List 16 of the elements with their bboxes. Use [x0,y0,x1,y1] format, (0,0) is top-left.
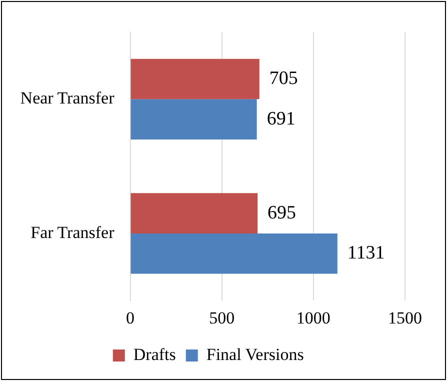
bar [130,193,258,234]
bar [130,58,260,100]
x-tick-label: 0 [126,308,135,328]
x-tick-label: 500 [209,308,235,328]
x-tick-label: 1500 [388,308,422,328]
legend-label: Drafts [133,344,176,364]
y-tick-label: Far Transfer [30,222,115,242]
legend-label: Final Versions [206,344,304,364]
x-tick-label: 1000 [296,308,330,328]
bar [130,233,338,274]
bar [130,99,257,140]
data-label: 1131 [347,242,385,264]
data-label: 691 [266,108,296,130]
y-tick-label: Near Transfer [20,88,115,108]
data-label: 705 [269,68,298,89]
data-label: 695 [268,202,296,224]
